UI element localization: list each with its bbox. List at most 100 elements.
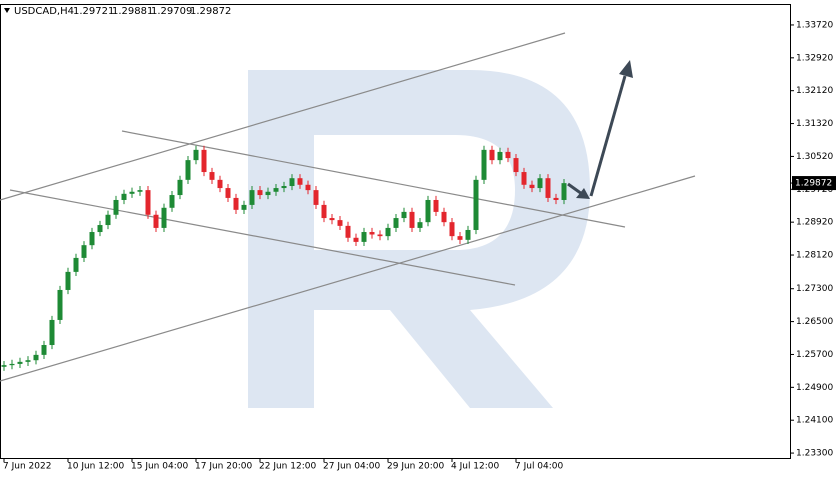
candle-body: [25, 360, 31, 362]
candle-body: [73, 257, 79, 272]
candle-body: [225, 188, 231, 198]
x-tick-label: 29 Jun 20:00: [387, 462, 444, 472]
y-tick-label: 1.24100: [796, 416, 833, 426]
candles: [1, 145, 567, 371]
candle-body: [129, 191, 135, 194]
candle-body: [345, 225, 351, 238]
candle-body: [65, 271, 71, 290]
candle-body: [153, 214, 159, 228]
candle-body: [401, 211, 407, 219]
menu-triangle: [4, 8, 10, 13]
candle-body: [57, 289, 63, 320]
candle-body: [49, 319, 55, 346]
candle-body: [9, 363, 15, 366]
candle-body: [41, 345, 47, 355]
x-tick-label: 4 Jul 12:00: [451, 462, 500, 472]
candle-body: [257, 190, 263, 196]
candle-body: [249, 190, 255, 205]
candle-body: [105, 214, 111, 226]
candle-body: [513, 158, 519, 173]
candle-body: [449, 222, 455, 237]
candle-body: [233, 197, 239, 210]
candle-body: [241, 204, 247, 210]
candle-body: [497, 151, 503, 161]
candle-body: [97, 225, 103, 233]
candle-body: [321, 204, 327, 219]
y-tick-label: 1.32120: [796, 86, 833, 96]
candle-body: [417, 222, 423, 228]
trend-lines: [0, 32, 696, 382]
candle-body: [121, 193, 127, 200]
candle-body: [145, 190, 151, 215]
candle-body: [537, 178, 543, 189]
symbol: USDCAD,H4: [14, 6, 74, 17]
candle-body: [33, 354, 39, 361]
candle-body: [425, 199, 431, 223]
x-tick-label: 22 Jun 12:00: [259, 462, 316, 472]
candle-body: [337, 220, 343, 226]
candle-body: [177, 179, 183, 196]
y-tick-label: 1.28120: [796, 251, 833, 261]
plot-frame: [0, 4, 791, 459]
candle-body: [353, 237, 359, 242]
candle-body: [273, 188, 279, 192]
y-tick-label: 1.32920: [796, 53, 833, 63]
x-tick-label: 17 Jun 20:00: [195, 462, 252, 472]
candle-body: [217, 179, 223, 189]
y-tick-label: 1.26500: [796, 317, 833, 327]
candle-body: [433, 199, 439, 212]
watermark: [248, 70, 590, 408]
candle-body: [553, 197, 559, 200]
candle-body: [521, 172, 527, 185]
x-tick-label: 7 Jun 2022: [3, 462, 51, 472]
candle-body: [193, 149, 199, 161]
candle-body: [169, 195, 175, 208]
y-tick-label: 1.31320: [796, 119, 833, 129]
ohlc-value: 1.29721: [73, 6, 114, 17]
candle-body: [393, 218, 399, 228]
candle-body: [441, 211, 447, 223]
last-price-label: 1.29872: [795, 179, 832, 189]
last-price-box: [792, 176, 836, 191]
candle-body: [481, 149, 487, 180]
candle-body: [289, 178, 295, 187]
candle-body: [89, 232, 95, 246]
candle-body: [361, 232, 367, 242]
forecast-arrows: [567, 60, 633, 199]
candle-body: [161, 207, 167, 228]
candle-body: [409, 211, 415, 228]
candle-body: [561, 183, 567, 200]
x-tick-label: 7 Jul 04:00: [515, 462, 564, 472]
candle-body: [377, 234, 383, 237]
ohlc-value: 1.29872: [190, 6, 231, 17]
y-tick-label: 1.33720: [796, 20, 833, 30]
candle-body: [329, 218, 335, 221]
y-tick-label: 1.30520: [796, 152, 833, 162]
candle-body: [457, 236, 463, 240]
candle-body: [209, 172, 215, 180]
candle-body: [113, 199, 119, 215]
candle-body: [81, 245, 87, 258]
candle-body: [1, 365, 7, 367]
y-tick-label: 1.24900: [796, 383, 833, 393]
candle-body: [313, 190, 319, 205]
x-tick-label: 27 Jun 04:00: [323, 462, 380, 472]
candle-body: [265, 191, 271, 196]
candle-body: [529, 184, 535, 189]
candle-body: [385, 227, 391, 237]
x-tick-label: 15 Jun 04:00: [131, 462, 188, 472]
candle-body: [281, 186, 287, 189]
candle-body: [545, 178, 551, 198]
candle-body: [369, 232, 375, 235]
candle-body: [297, 178, 303, 185]
candle-body: [201, 149, 207, 173]
y-tick-label: 1.23300: [796, 449, 833, 459]
candle-body: [17, 361, 23, 364]
candle-body: [505, 151, 511, 159]
candle-body: [489, 149, 495, 161]
ohlc-value: 1.29709: [151, 6, 192, 17]
y-tick-label: 1.28920: [796, 218, 833, 228]
candle-body: [305, 184, 311, 191]
